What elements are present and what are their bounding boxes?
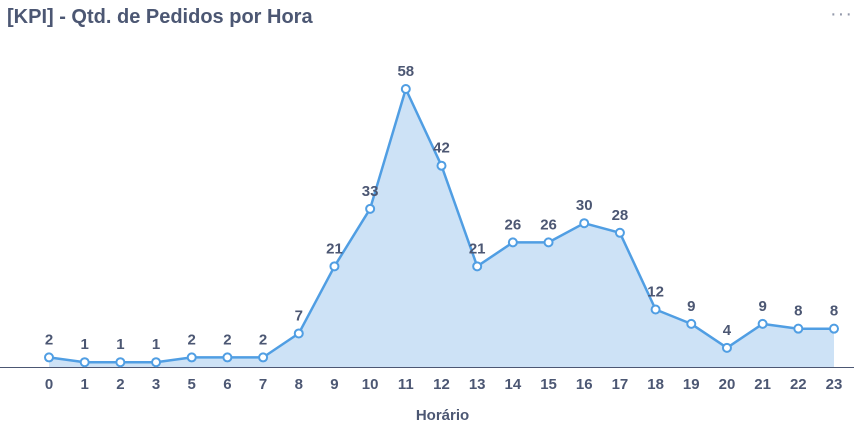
data-point[interactable] [186, 352, 197, 363]
data-point[interactable] [829, 323, 839, 334]
data-point[interactable] [507, 237, 518, 248]
data-label: 2 [45, 331, 53, 348]
data-label: 21 [326, 240, 343, 257]
x-tick-label: 5 [188, 376, 196, 393]
data-label: 26 [505, 216, 522, 233]
x-axis-title: Horário [416, 407, 469, 424]
data-point[interactable] [757, 318, 768, 329]
data-point[interactable] [614, 227, 625, 238]
data-label: 33 [362, 183, 379, 200]
x-tick-label: 7 [259, 376, 267, 393]
x-tick-label: 21 [754, 376, 771, 393]
data-point[interactable] [222, 352, 233, 363]
data-point[interactable] [436, 160, 447, 171]
data-label: 1 [81, 336, 89, 353]
data-point[interactable] [329, 261, 340, 272]
data-label: 58 [397, 63, 414, 80]
x-tick-label: 18 [647, 376, 664, 393]
x-tick-label: 10 [362, 376, 379, 393]
data-point[interactable] [650, 304, 661, 315]
data-point[interactable] [543, 237, 554, 248]
data-label: 2 [188, 331, 196, 348]
x-tick-label: 12 [433, 376, 450, 393]
x-tick-label: 14 [505, 376, 522, 393]
x-tick-label: 17 [612, 376, 629, 393]
data-markers [44, 84, 839, 368]
data-label: 8 [794, 303, 802, 320]
data-label: 9 [687, 298, 695, 315]
data-label: 2 [223, 331, 231, 348]
x-tick-label: 6 [223, 376, 231, 393]
x-tick-label: 1 [81, 376, 89, 393]
x-tick-label: 11 [398, 376, 414, 393]
data-point[interactable] [472, 261, 483, 272]
data-point[interactable] [721, 342, 732, 353]
x-tick-label: 0 [45, 376, 53, 393]
x-tick-label: 15 [540, 376, 557, 393]
x-tick-label: 16 [576, 376, 593, 393]
x-tick-label: 19 [683, 376, 700, 393]
data-label: 42 [433, 140, 450, 157]
data-label: 1 [116, 336, 124, 353]
x-tick-label: 9 [330, 376, 338, 393]
data-label: 1 [152, 336, 160, 353]
data-point[interactable] [151, 357, 162, 368]
x-tick-label: 8 [295, 376, 303, 393]
x-tick-labels: 0 1 2 3 5 6 7 8 9 10 11 12 13 14 15 16 17 18 19 20 21 22 23 [45, 376, 843, 393]
data-label: 9 [758, 298, 766, 315]
data-point[interactable] [793, 323, 804, 334]
data-label: 4 [723, 322, 732, 339]
data-point[interactable] [579, 218, 590, 229]
card-title: [KPI] - Qtd. de Pedidos por Hora [7, 6, 313, 28]
data-point[interactable] [79, 357, 90, 368]
data-label: 2 [259, 331, 267, 348]
data-point[interactable] [44, 352, 54, 363]
data-label: 30 [576, 197, 593, 214]
area-fill [49, 89, 834, 367]
data-label: 21 [469, 240, 486, 257]
data-point[interactable] [686, 318, 697, 329]
data-point[interactable] [258, 352, 269, 363]
data-point[interactable] [400, 84, 411, 94]
x-tick-label: 3 [152, 376, 160, 393]
data-label: 28 [612, 207, 629, 224]
data-label: 7 [295, 307, 303, 324]
data-point[interactable] [293, 328, 304, 339]
x-tick-label: 13 [469, 376, 486, 393]
x-tick-label: 22 [790, 376, 807, 393]
data-label: 26 [540, 216, 557, 233]
data-point[interactable] [115, 357, 126, 368]
x-tick-label: 2 [116, 376, 124, 393]
data-label: 12 [647, 283, 664, 300]
x-tick-label: 23 [826, 376, 843, 393]
ellipsis-icon[interactable]: ··· [830, 3, 853, 25]
x-tick-label: 20 [719, 376, 736, 393]
data-label: 8 [830, 303, 838, 320]
data-point[interactable] [365, 203, 376, 214]
